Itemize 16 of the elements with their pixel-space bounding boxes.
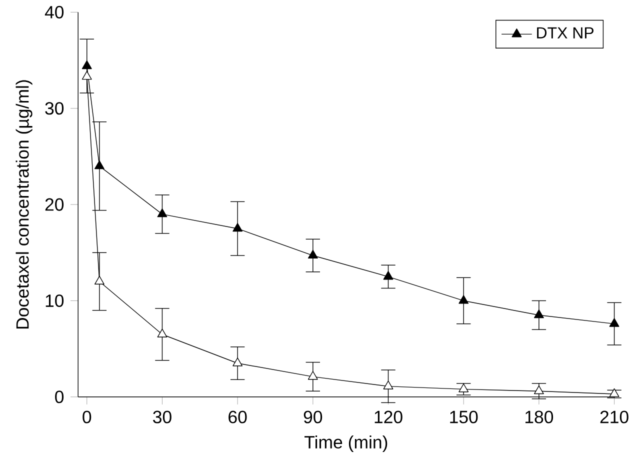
x-tick-label: 180 <box>526 410 554 424</box>
y-tick-label: 40 <box>44 6 64 19</box>
x-tick-label: 0 <box>82 410 92 424</box>
x-tick-label: 30 <box>153 410 172 424</box>
y-axis-title: Docetaxel concentration (µg/ml) <box>16 80 32 329</box>
y-tick-label: 20 <box>45 198 64 211</box>
x-tick-label: 150 <box>450 410 478 424</box>
x-tick-label: 90 <box>304 410 322 424</box>
x-tick-label: 210 <box>600 410 628 424</box>
x-axis-title: Time (min) <box>304 436 388 452</box>
y-tick-label: 30 <box>45 102 64 115</box>
x-tick-label: 120 <box>374 410 402 424</box>
legend-label: DTX NP <box>537 27 594 38</box>
y-tick-label: 0 <box>55 390 64 404</box>
x-tick-label: 60 <box>228 410 247 424</box>
y-tick-label: 10 <box>46 294 64 308</box>
